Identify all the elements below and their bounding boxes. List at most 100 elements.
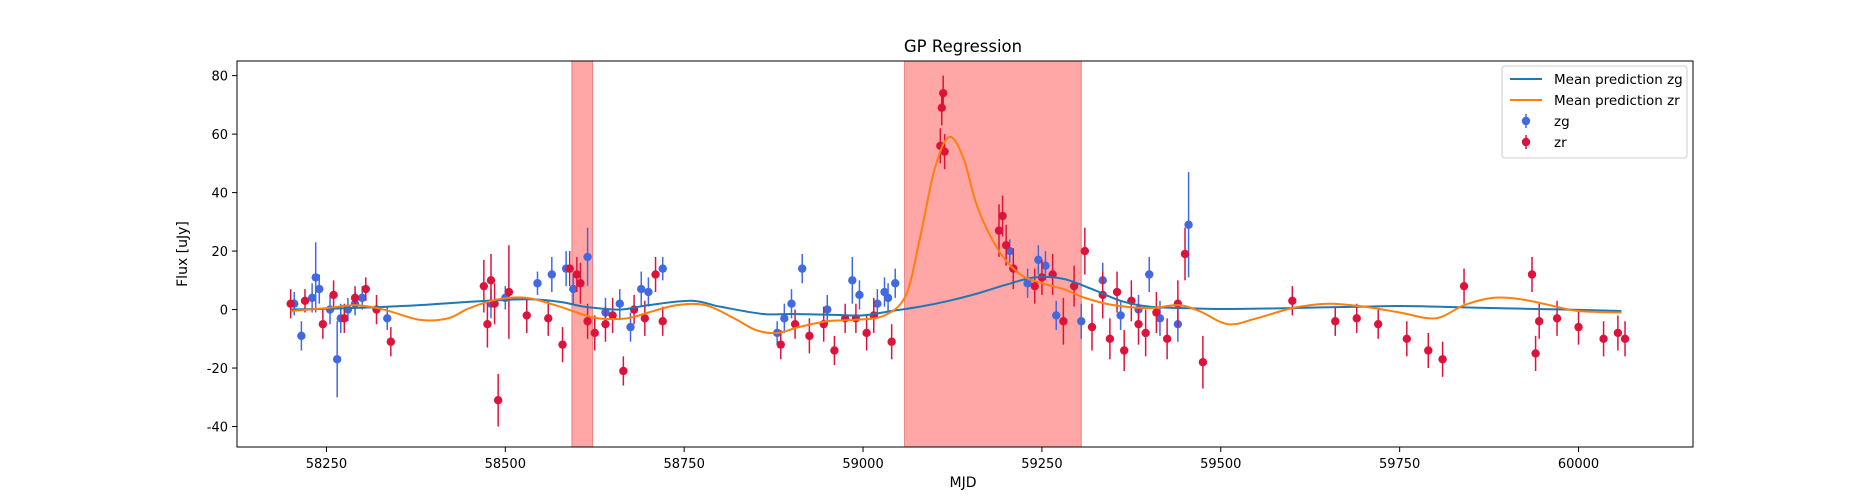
zr-point: [490, 299, 499, 308]
legend-label: Mean prediction zr: [1554, 93, 1680, 109]
x-tick-label: 59500: [1200, 457, 1241, 472]
zr-point: [862, 328, 871, 338]
zr-point: [1574, 322, 1583, 332]
y-tick-label: 60: [211, 128, 228, 143]
zr-point: [601, 319, 610, 329]
zg-point: [644, 287, 653, 297]
y-tick-label: -20: [207, 362, 228, 377]
legend-box: [1501, 65, 1688, 159]
chart-title: GP Regression: [904, 37, 1022, 56]
zr-point: [286, 299, 295, 308]
zg-point: [547, 270, 557, 279]
shaded-regions: [571, 60, 1082, 448]
zr-point: [1402, 334, 1412, 344]
zg-point: [297, 331, 306, 341]
zr-point: [937, 103, 946, 112]
plot-frame: [236, 60, 1694, 448]
x-tick-label: 59000: [842, 457, 883, 472]
zg-point: [569, 284, 578, 294]
zr-point: [887, 337, 896, 346]
legend-label: Mean prediction zg: [1554, 72, 1683, 88]
zg-point: [823, 305, 832, 314]
zr-point: [576, 279, 585, 288]
line-Mean prediction zr: [290, 135, 1622, 335]
zg-point: [533, 279, 542, 288]
zr-point: [1119, 346, 1129, 355]
zg-point: [873, 299, 882, 308]
y-tick-label: 20: [211, 245, 228, 260]
zr-point: [340, 314, 349, 323]
zr-point: [1105, 334, 1115, 344]
zr-point: [486, 276, 496, 285]
zr-point: [1141, 328, 1150, 338]
zr-point: [1373, 319, 1383, 329]
zr-point: [1331, 317, 1340, 326]
zg-point: [891, 279, 900, 288]
data-points: [286, 75, 1630, 427]
zr-point: [493, 396, 503, 405]
zg-point: [637, 284, 646, 294]
zr-point: [651, 270, 660, 279]
x-tick-label: 58750: [663, 457, 704, 472]
y-axis-label: Flux [uJy]: [175, 221, 191, 287]
x-tick-label: 59750: [1379, 457, 1420, 472]
x-axis-label: MJD: [950, 475, 977, 491]
zr-point: [1288, 296, 1297, 305]
zr-point: [1352, 314, 1361, 323]
zr-point: [994, 226, 1004, 235]
x-tick-label: 59250: [1021, 457, 1062, 472]
zr-point: [998, 211, 1007, 221]
zr-point: [1059, 317, 1068, 326]
zr-point: [318, 319, 328, 329]
zr-point: [1613, 328, 1623, 338]
zr-point: [940, 147, 949, 156]
zg-point: [658, 264, 667, 273]
zr-point: [938, 88, 948, 98]
line-Mean prediction zg: [290, 275, 1622, 317]
zr-point: [1162, 334, 1172, 344]
zr-point: [1620, 334, 1630, 344]
mean-prediction-lines: [290, 135, 1622, 335]
y-tick-label: 0: [220, 304, 228, 319]
zg-point: [1184, 220, 1193, 229]
x-tick-label: 58500: [485, 457, 526, 472]
zr-point: [386, 337, 396, 346]
zr-point: [1069, 281, 1079, 291]
zr-point: [776, 340, 785, 349]
zr-point: [350, 293, 360, 303]
zg-point: [1023, 279, 1032, 288]
legend-label: zg: [1554, 114, 1570, 130]
zr-point: [504, 287, 514, 297]
zg-point: [1052, 311, 1061, 320]
zg-point: [626, 322, 635, 332]
zr-point: [619, 366, 628, 376]
zg-point: [883, 293, 893, 303]
legend-label: zr: [1554, 135, 1567, 151]
shaded-region-2: [904, 60, 1082, 448]
zr-point: [590, 328, 599, 338]
zg-point: [311, 273, 320, 282]
zg-point: [1116, 311, 1125, 320]
zr-point: [479, 281, 489, 291]
series-zr: [286, 75, 1630, 427]
zr-point: [805, 331, 814, 341]
y-tick-label: 80: [211, 70, 228, 85]
zg-point: [848, 276, 857, 285]
zr-point: [1424, 346, 1433, 355]
zr-point: [640, 314, 650, 323]
zr-point: [1112, 287, 1122, 297]
zr-point: [1180, 249, 1190, 259]
zr-point: [1152, 308, 1161, 317]
zr-point: [1030, 281, 1039, 291]
legend-marker-swatch: [1521, 116, 1531, 126]
x-tick-label: 60000: [1558, 457, 1599, 472]
zr-point: [1527, 270, 1537, 279]
zr-point: [658, 317, 667, 326]
x-tick-label: 58250: [306, 457, 347, 472]
zr-point: [1080, 246, 1090, 256]
y-tick-label: 40: [211, 187, 228, 202]
zg-point: [1077, 317, 1086, 326]
zg-point: [332, 355, 342, 364]
zr-point: [608, 311, 617, 320]
